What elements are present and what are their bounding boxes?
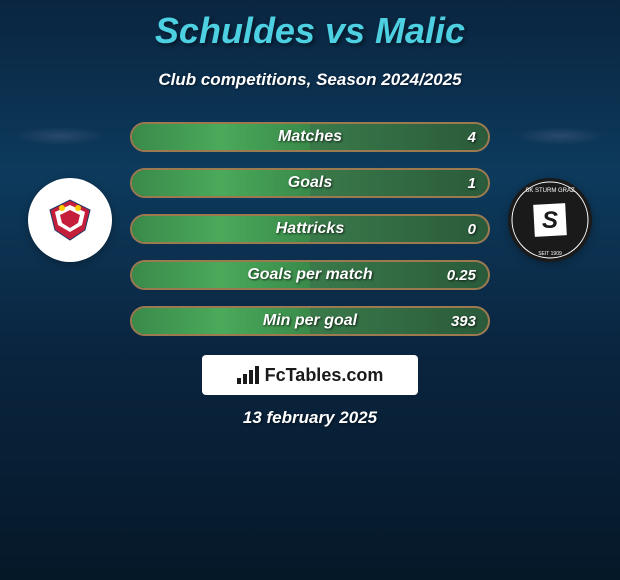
bars-icon <box>237 366 259 384</box>
stat-row-goals-per-match: Goals per match 0.25 <box>130 260 490 290</box>
svg-text:SEIT 1909: SEIT 1909 <box>538 251 562 257</box>
rb-leipzig-icon <box>40 190 100 250</box>
svg-text:SK STURM GRAZ: SK STURM GRAZ <box>525 188 575 194</box>
comparison-card: Schuldes vs Malic Club competitions, Sea… <box>0 0 620 580</box>
fctables-branding: FcTables.com <box>202 355 418 395</box>
stat-label: Matches <box>278 128 342 146</box>
stat-label: Goals <box>288 174 332 192</box>
fctables-logo: FcTables.com <box>237 365 384 386</box>
date-label: 13 february 2025 <box>0 408 620 428</box>
right-team-logo: S SK STURM GRAZ SEIT 1909 <box>508 178 592 262</box>
left-team-logo <box>28 178 112 262</box>
stat-value: 0.25 <box>447 267 476 284</box>
svg-text:S: S <box>542 207 558 234</box>
stat-row-min-per-goal: Min per goal 393 <box>130 306 490 336</box>
stat-row-goals: Goals 1 <box>130 168 490 198</box>
stat-label: Goals per match <box>247 266 372 284</box>
stats-list: Matches 4 Goals 1 Hattricks 0 Goals per … <box>130 122 490 352</box>
sturm-graz-icon: S SK STURM GRAZ SEIT 1909 <box>508 178 592 262</box>
fctables-text: FcTables.com <box>265 365 384 386</box>
stat-label: Min per goal <box>263 312 357 330</box>
stat-value: 1 <box>468 175 476 192</box>
stat-value: 393 <box>451 313 476 330</box>
stat-label: Hattricks <box>276 220 344 238</box>
subtitle: Club competitions, Season 2024/2025 <box>0 70 620 90</box>
stat-value: 0 <box>468 221 476 238</box>
right-player-shadow <box>515 127 605 145</box>
left-player-shadow <box>15 127 105 145</box>
stat-row-matches: Matches 4 <box>130 122 490 152</box>
stat-row-hattricks: Hattricks 0 <box>130 214 490 244</box>
page-title: Schuldes vs Malic <box>0 0 620 52</box>
stat-value: 4 <box>468 129 476 146</box>
stat-fill <box>132 170 310 196</box>
